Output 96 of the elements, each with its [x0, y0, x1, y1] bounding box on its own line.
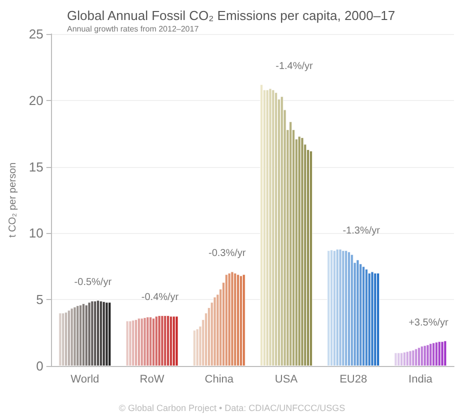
y-axis-title: t CO₂ per person [8, 162, 18, 238]
bar [236, 274, 240, 366]
bar [160, 316, 164, 366]
bar [356, 260, 360, 366]
bar [374, 273, 377, 366]
bar [213, 296, 216, 366]
bar [394, 352, 398, 366]
x-tick-label: RoW [140, 374, 165, 386]
x-tick-label: India [408, 374, 434, 386]
bar [158, 316, 161, 366]
bar [414, 348, 418, 366]
bar [108, 302, 112, 366]
x-tick-label: USA [274, 374, 298, 386]
bar [362, 266, 365, 366]
bar [58, 312, 62, 366]
bar [327, 250, 330, 366]
bar [376, 273, 380, 366]
bar [230, 272, 234, 366]
bar [149, 316, 152, 366]
bar [242, 274, 246, 366]
bar [137, 318, 140, 366]
y-tick-label: 15 [28, 159, 44, 174]
bar [408, 350, 412, 366]
annotation: -0.4%/yr [141, 292, 180, 304]
bar [348, 252, 350, 366]
bar [146, 316, 150, 366]
bar [364, 269, 368, 366]
bar [268, 88, 272, 366]
annotation: -1.3%/yr [342, 226, 381, 237]
bar [132, 320, 135, 366]
text: © Global Carbon Project • Data: CDIAC/UNFCCC/USGS [118, 403, 346, 413]
bar [76, 306, 80, 366]
bar [444, 340, 447, 366]
bar [332, 250, 336, 366]
annotation: +3.5%/yr [408, 317, 449, 328]
x-tick-label: World [70, 374, 100, 386]
bar [134, 320, 138, 366]
bar [152, 318, 155, 366]
bar [418, 347, 420, 366]
bar [403, 352, 406, 366]
bar [412, 350, 415, 366]
bar [166, 316, 170, 366]
bar [342, 250, 345, 366]
bar [344, 250, 348, 366]
bar [79, 304, 82, 366]
annotation: -0.5%/yr [74, 276, 112, 288]
bar [73, 306, 76, 366]
y-tick-label: 20 [28, 92, 44, 108]
chart-subtitle: Annual growth rates from 2012–2017 [67, 24, 200, 34]
bar [274, 92, 278, 366]
bar [143, 318, 146, 366]
bar [272, 90, 275, 366]
bar [90, 300, 94, 366]
x-tick-label: China [204, 374, 234, 386]
bar [300, 138, 304, 366]
bar [228, 273, 231, 366]
bar [298, 136, 301, 366]
bar [128, 320, 132, 366]
bar [126, 320, 129, 366]
chart-title: Global Annual Fossil CO₂ Emissions per capita, 2000–17 [67, 8, 396, 23]
bar [82, 304, 85, 366]
bar [102, 302, 106, 366]
bar [62, 312, 65, 366]
bar [359, 264, 362, 366]
bar [196, 328, 199, 366]
bar [175, 316, 178, 366]
bar [289, 122, 292, 366]
bar [88, 302, 91, 366]
bar [234, 273, 237, 366]
y-tick-label: 5 [36, 292, 44, 308]
bar [434, 342, 438, 366]
bar [94, 300, 97, 366]
bar [239, 276, 242, 366]
bar [440, 341, 444, 366]
y-tick-label: 0 [36, 358, 44, 374]
bar [338, 249, 342, 366]
bar [169, 316, 172, 366]
bar [70, 308, 74, 366]
bar [397, 352, 400, 366]
bar [105, 302, 108, 366]
bar [432, 342, 435, 366]
y-tick-label: 25 [28, 26, 44, 42]
bar [260, 84, 263, 366]
y-tick-label: 10 [28, 226, 44, 241]
bar [400, 352, 403, 366]
bar [423, 345, 426, 366]
bar [426, 344, 430, 366]
annotation: -1.4%/yr [276, 60, 314, 72]
annotation: -0.3%/yr [208, 248, 246, 260]
bar [330, 250, 333, 366]
bar [429, 343, 432, 366]
bar [370, 272, 374, 366]
bar [96, 300, 100, 366]
bar [164, 316, 167, 366]
bar [309, 150, 312, 366]
x-tick-label: EU28 [340, 374, 368, 386]
